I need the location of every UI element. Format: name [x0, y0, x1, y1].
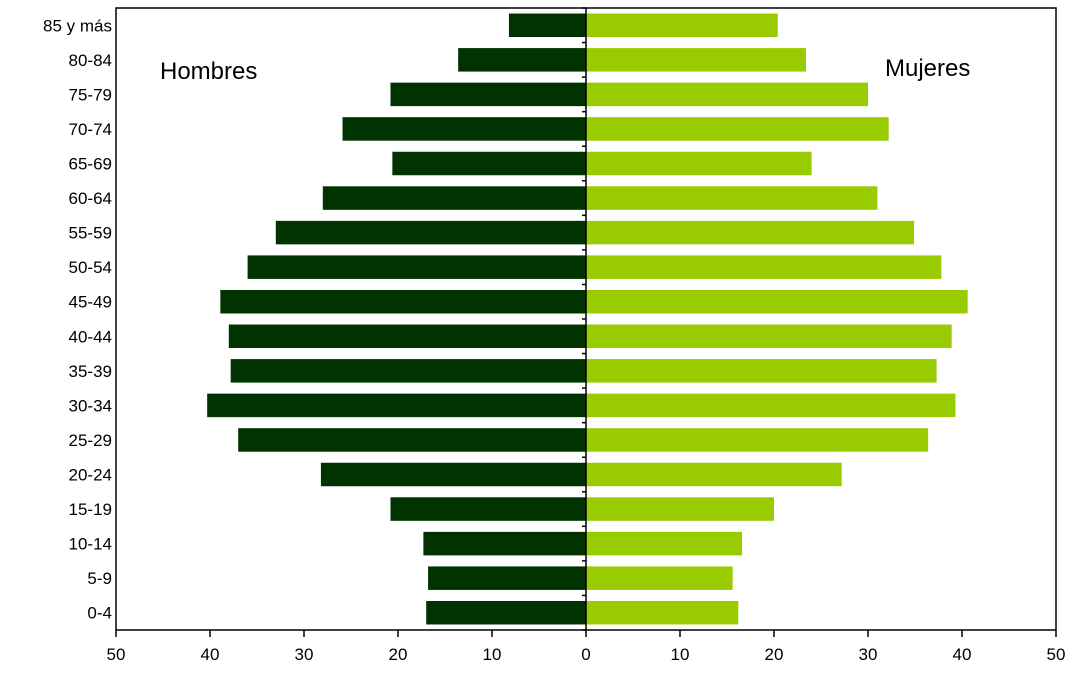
bar-mujeres-40-44: [586, 324, 952, 349]
x-tick-label: 30: [859, 645, 878, 664]
y-tick-label: 70-74: [69, 120, 112, 139]
y-tick-label: 20-24: [69, 466, 112, 485]
bar-hombres-25-29: [238, 428, 586, 452]
bar-hombres-60-64: [322, 186, 586, 210]
bar-mujeres-65-69: [586, 151, 812, 176]
bar-hombres-65-69: [392, 151, 586, 176]
bar-mujeres-25-29: [586, 428, 929, 452]
y-tick-label: 5-9: [87, 569, 112, 588]
x-tick-label: 20: [765, 645, 784, 664]
x-tick-label: 40: [953, 645, 972, 664]
bar-hombres-40-44: [228, 324, 587, 349]
bar-mujeres-10-14: [586, 531, 743, 556]
bar-mujeres-30-34: [586, 393, 956, 418]
bars-group: [207, 13, 968, 625]
y-tick-label: 85 y más: [43, 16, 112, 35]
x-tick-label: 0: [581, 645, 590, 664]
y-tick-label: 55-59: [69, 224, 112, 243]
y-tick-label: 50-54: [69, 258, 112, 277]
bar-mujeres-75-79: [586, 82, 868, 107]
y-tick-label: 40-44: [69, 327, 112, 346]
y-axis-labels: 0-4 5-9 10-14 15-19 20-24 25-29 30-34 35-39 40-4…: [43, 16, 112, 622]
bar-hombres-70-74: [342, 117, 586, 141]
x-tick-label: 20: [389, 645, 408, 664]
y-tick-label: 65-69: [69, 155, 112, 174]
bar-hombres-80-84: [458, 48, 586, 72]
x-axis-ticks: [115, 630, 1057, 637]
bar-hombres-15-19: [390, 497, 586, 521]
x-tick-label: 10: [483, 645, 502, 664]
series-label-mujeres: Mujeres: [885, 55, 970, 82]
series-label-hombres: Hombres: [160, 58, 257, 85]
x-tick-label: 30: [295, 645, 314, 664]
x-axis-labels: 50 40 30 20 10 0 10 20 30 40 50: [107, 645, 1066, 664]
x-tick-label: 50: [1047, 645, 1066, 664]
y-tick-label: 75-79: [69, 85, 112, 104]
bar-mujeres-55-59: [586, 220, 915, 245]
bar-mujeres-5-9: [586, 566, 733, 590]
bar-hombres-10-14: [423, 531, 586, 556]
bar-hombres-0-4: [426, 600, 586, 625]
bar-mujeres-70-74: [586, 117, 889, 141]
bar-mujeres-45-49: [586, 289, 968, 314]
bar-hombres-55-59: [275, 220, 586, 245]
bar-mujeres-0-4: [586, 600, 739, 625]
bar-mujeres-15-19: [586, 497, 774, 521]
bar-mujeres-60-64: [586, 186, 878, 210]
y-tick-label: 60-64: [69, 189, 112, 208]
x-tick-label: 10: [671, 645, 690, 664]
y-tick-label: 80-84: [69, 51, 112, 70]
y-tick-label: 15-19: [69, 500, 112, 519]
y-tick-label: 30-34: [69, 396, 112, 415]
y-tick-label: 0-4: [87, 604, 112, 623]
bar-hombres-30-34: [207, 393, 586, 418]
y-tick-label: 35-39: [69, 362, 112, 381]
bar-hombres-75-79: [390, 82, 586, 107]
bar-hombres-45-49: [220, 289, 586, 314]
bar-hombres-5-9: [428, 566, 586, 590]
bar-hombres-50-54: [247, 255, 586, 279]
y-tick-label: 25-29: [69, 431, 112, 450]
bar-hombres-20-24: [320, 462, 586, 487]
x-tick-label: 50: [107, 645, 126, 664]
bar-mujeres-50-54: [586, 255, 942, 279]
bar-mujeres-80-84: [586, 48, 806, 72]
y-tick-label: 10-14: [69, 535, 112, 554]
bar-mujeres-85-y-más: [586, 13, 778, 38]
bar-mujeres-35-39: [586, 359, 937, 383]
bar-hombres-35-39: [230, 359, 586, 383]
x-tick-label: 40: [201, 645, 220, 664]
center-axis-ticks: [582, 7, 586, 631]
bar-hombres-85-y-más: [508, 13, 586, 38]
y-tick-label: 45-49: [69, 293, 112, 312]
bar-mujeres-20-24: [586, 462, 842, 487]
